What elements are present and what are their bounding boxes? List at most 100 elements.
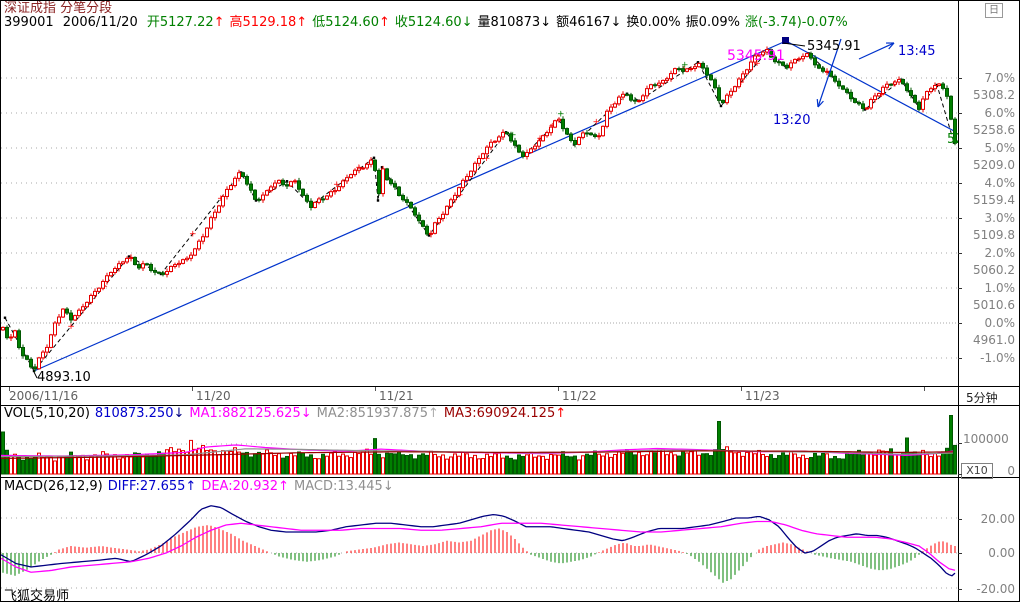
x-axis-label: 11/20	[196, 389, 231, 403]
svg-text:+: +	[333, 180, 341, 190]
price-axis-price-label: 5159.4	[973, 193, 1015, 207]
date-tick	[375, 387, 376, 391]
axis-tick	[958, 358, 962, 359]
quote-field-量: 量810873↓	[477, 15, 552, 30]
quote-field-收: 收5124.60↓	[394, 15, 473, 30]
volume-scale-label: 100000	[963, 432, 1009, 446]
x-axis-label: 2006/11/16	[9, 389, 79, 403]
quote-field-额: 额46167↓	[556, 15, 622, 30]
axis-tick	[958, 218, 962, 219]
last-price-label: 52	[947, 132, 958, 147]
svg-text:+: +	[593, 118, 601, 128]
axis-tick	[958, 474, 962, 475]
price-axis-pct-label: 2.0%	[984, 246, 1016, 260]
macd-axis-label: 0.00	[988, 546, 1015, 560]
date-tick	[558, 387, 559, 391]
price-axis-price-label: 4961.0	[973, 333, 1015, 347]
axis-tick	[958, 183, 962, 184]
svg-text:+: +	[483, 154, 491, 164]
price-axis-pct-label: 1.0%	[984, 281, 1016, 295]
volume-zero-label: 0	[1007, 464, 1015, 478]
macd-headline: MACD(26,12,9) DIFF:27.655↑ DEA:20.932↑ MACD…	[4, 479, 399, 495]
macd-chart[interactable]	[1, 478, 958, 600]
axis-tick	[958, 443, 962, 444]
app-name-label: 飞狐交易师	[4, 589, 70, 602]
quote-field-涨: 涨(-3.74)-0.07%	[744, 15, 848, 30]
vol-field-3: MA2:851937.875↑	[316, 406, 439, 421]
svg-text:+: +	[217, 194, 225, 204]
price-axis-pct-label: 7.0%	[984, 71, 1016, 85]
svg-text:+: +	[536, 134, 544, 144]
macd-field-1: DIFF:27.655↑	[107, 479, 197, 494]
quote-bar: 399001 2006/11/20 开5127.22↑ 高5129.18↑ 低512…	[4, 15, 853, 31]
price-axis-pct-label: 5.0%	[984, 141, 1016, 155]
x-axis-label: 11/22	[562, 389, 597, 403]
axis-tick	[958, 519, 962, 520]
quote-field-低: 低5124.60↑	[312, 15, 390, 30]
time-label-1345: 13:45	[898, 44, 935, 59]
price-axis-price-label: 5060.2	[973, 263, 1015, 277]
price-axis-price-label: 5258.6	[973, 123, 1015, 137]
price-axis-price-label: 5010.6	[973, 298, 1015, 312]
price-axis-pct-label: 4.0%	[984, 176, 1016, 190]
price-axis-pct-label: 6.0%	[984, 106, 1016, 120]
low-label: 4893.10	[37, 370, 91, 385]
axis-tick	[958, 553, 962, 554]
divider-price-axis	[1, 386, 1019, 387]
volume-headline: VOL(5,10,20) 810873.250↓ MA1:882125.625↓ MA…	[4, 406, 571, 422]
macd-axis-label: 20.00	[980, 512, 1015, 526]
instrument-title: 深证成指 分笔分段	[4, 1, 113, 16]
axis-tick	[958, 253, 962, 254]
volume-chart[interactable]	[1, 405, 958, 477]
vol-field-0: VOL(5,10,20)	[4, 406, 90, 421]
quote-date: 2006/11/20	[62, 15, 138, 30]
price-chart[interactable]: +++++++++++++++++++++++4893.105345.91534…	[1, 31, 958, 387]
right-axis-line	[958, 1, 959, 601]
price-axis-pct-label: 0.0%	[984, 316, 1016, 330]
date-tick	[741, 387, 742, 391]
macd-field-2: DEA:20.932↑	[201, 479, 289, 494]
stock-code: 399001	[4, 15, 54, 30]
date-tick	[192, 387, 193, 391]
macd-field-0: MACD(26,12,9)	[4, 479, 103, 494]
price-axis-price-label: 5109.8	[973, 228, 1015, 242]
time-label-1320: 13:20	[773, 113, 810, 128]
svg-text:+: +	[557, 109, 565, 119]
axis-tick	[958, 78, 962, 79]
peak-label-right: 5345.91	[807, 39, 861, 54]
date-tick	[924, 387, 925, 391]
axis-tick	[958, 589, 962, 590]
peak-label-left: 5345.91	[727, 48, 785, 64]
axis-tick	[958, 148, 962, 149]
vol-field-1: 810873.250↓	[94, 406, 185, 421]
quote-field-换: 换0.00%	[626, 15, 681, 30]
vol-field-2: MA1:882125.625↓	[189, 406, 312, 421]
svg-text:+: +	[681, 60, 689, 70]
quote-field-开: 开5127.22↑	[146, 15, 225, 30]
quote-field-振: 振0.09%	[685, 15, 740, 30]
x-axis-label: 11/23	[745, 389, 780, 403]
volume-multiplier-badge: X10	[961, 463, 993, 479]
divider-axis-volume	[1, 405, 1019, 406]
svg-text:+: +	[67, 322, 75, 332]
period-day-button[interactable]: 日	[985, 3, 1003, 18]
svg-text:+: +	[753, 59, 761, 69]
divider-volume-macd	[1, 477, 1019, 478]
price-axis-price-label: 5308.2	[973, 88, 1015, 102]
svg-text:+: +	[189, 229, 197, 239]
price-axis-price-label: 5209.0	[973, 158, 1015, 172]
date-tick	[9, 387, 10, 391]
date-axis: 2006/11/16 11/20 11/21 11/22 11/23	[1, 387, 958, 405]
axis-tick	[958, 113, 962, 114]
price-axis-pct-label: -1.0%	[980, 351, 1015, 365]
x-axis-label: 11/21	[379, 389, 414, 403]
macd-axis-label: -20.00	[976, 582, 1015, 596]
quote-fields: 开5127.22↑ 高5129.18↑ 低5124.60↑ 收5124.60↓ 量810…	[147, 15, 853, 30]
axis-tick	[958, 323, 962, 324]
quote-field-高: 高5129.18↑	[229, 15, 308, 30]
period-5min-label[interactable]: 5分钟	[966, 391, 998, 405]
macd-field-3: MACD:13.445↓	[293, 479, 394, 494]
svg-text:+: +	[878, 90, 886, 100]
vol-field-4: MA3:690924.125↑	[443, 406, 567, 421]
